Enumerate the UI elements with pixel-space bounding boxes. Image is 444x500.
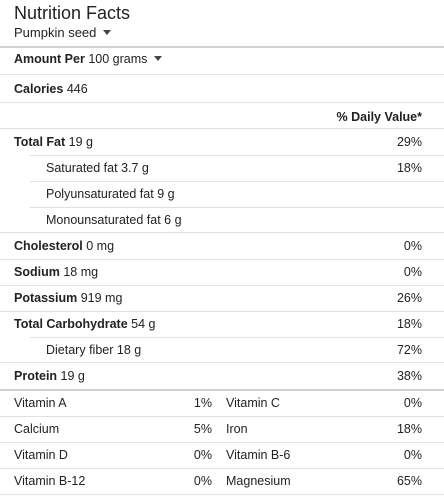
chevron-down-icon — [103, 30, 112, 35]
nutrient-row-monounsaturated-fat: Monounsaturated fat 6 g — [0, 208, 444, 234]
nutrient-row-potassium: Potassium 919 mg 26% — [0, 286, 444, 312]
nutrient-label: Sodium — [14, 265, 60, 279]
vitamin-row: Vitamin B-12 0% Magnesium 65% — [0, 469, 444, 495]
nutrient-pct: 0% — [403, 265, 422, 279]
divider — [0, 442, 444, 443]
calories-value: 446 — [66, 82, 88, 96]
vitamin-label: Vitamin B-12 — [14, 474, 86, 488]
nutrient-amount: 9 g — [157, 187, 175, 201]
nutrient-label: Saturated fat — [46, 161, 118, 175]
divider — [0, 362, 444, 363]
nutrient-row-total-fat: Total Fat 19 g 29% — [0, 130, 444, 156]
divider — [30, 337, 444, 338]
nutrient-amount: 18 mg — [63, 265, 99, 279]
nutrient-amount: 0 mg — [86, 239, 115, 253]
nutrient-row-dietary-fiber: Dietary fiber 18 g 72% — [0, 338, 444, 364]
nutrient-label: Monounsaturated fat — [46, 213, 161, 227]
vitamin-pct: 5% — [193, 422, 212, 436]
divider — [0, 232, 444, 233]
vitamin-pct: 65% — [396, 474, 422, 488]
vitamin-row: Vitamin A 1% Vitamin C 0% — [0, 391, 444, 417]
nutrient-amount: 3.7 g — [121, 161, 149, 175]
nutrient-label: Total Fat — [14, 135, 66, 149]
nutrient-pct: 0% — [403, 239, 422, 253]
nutrient-label: Dietary fiber — [46, 343, 114, 357]
amount-dropdown[interactable]: Amount Per 100 grams — [14, 52, 163, 66]
vitamin-label: Calcium — [14, 422, 60, 436]
food-dropdown-label: Pumpkin seed — [14, 25, 97, 40]
nutrient-row-sodium: Sodium 18 mg 0% — [0, 260, 444, 286]
nutrient-pct: 18% — [396, 161, 422, 175]
nutrient-row-cholesterol: Cholesterol 0 mg 0% — [0, 234, 444, 260]
food-dropdown[interactable]: Pumpkin seed — [14, 25, 112, 40]
divider — [0, 285, 444, 286]
vitamin-label: Vitamin C — [226, 396, 280, 410]
daily-value-header: % Daily Value* — [336, 110, 422, 124]
vitamin-pct: 0% — [193, 474, 212, 488]
nutrient-pct: 18% — [396, 317, 422, 331]
divider — [0, 46, 444, 48]
vitamin-label: Vitamin D — [14, 448, 68, 462]
nutrient-pct: 38% — [396, 369, 422, 383]
divider — [0, 311, 444, 312]
nutrient-amount: 6 g — [164, 213, 182, 227]
nutrient-amount: 19 g — [60, 369, 85, 383]
calories-label: Calories — [14, 82, 64, 96]
nutrient-label: Potassium — [14, 291, 78, 305]
calories-row: Calories 446 — [0, 77, 444, 103]
chevron-down-icon — [154, 56, 163, 61]
nutrient-label: Cholesterol — [14, 239, 83, 253]
divider — [0, 102, 444, 103]
divider — [30, 181, 444, 182]
amount-value: 100 grams — [88, 52, 148, 66]
nutrient-row-polyunsaturated-fat: Polyunsaturated fat 9 g — [0, 182, 444, 208]
amount-label: Amount Per — [14, 52, 85, 66]
vitamin-row: Calcium 5% Iron 18% — [0, 417, 444, 443]
vitamin-label: Magnesium — [226, 474, 291, 488]
vitamin-label: Iron — [226, 422, 248, 436]
vitamin-label: Vitamin A — [14, 396, 67, 410]
divider — [0, 389, 444, 391]
nutrient-row-protein: Protein 19 g 38% — [0, 364, 444, 390]
divider — [30, 207, 444, 208]
vitamin-pct: 0% — [193, 448, 212, 462]
nutrient-amount: 54 g — [131, 317, 156, 331]
nutrient-label: Total Carbohydrate — [14, 317, 128, 331]
nutrient-pct: 26% — [396, 291, 422, 305]
nutrient-row-total-carbohydrate: Total Carbohydrate 54 g 18% — [0, 312, 444, 338]
nutrient-amount: 19 g — [68, 135, 93, 149]
nutrient-amount: 919 mg — [80, 291, 123, 305]
panel-title: Nutrition Facts — [14, 3, 131, 23]
nutrient-row-saturated-fat: Saturated fat 3.7 g 18% — [0, 156, 444, 182]
vitamin-pct: 0% — [403, 396, 422, 410]
vitamin-pct: 0% — [403, 448, 422, 462]
vitamin-label: Vitamin B-6 — [226, 448, 291, 462]
nutrient-label: Protein — [14, 369, 58, 383]
divider — [0, 259, 444, 260]
divider — [0, 494, 444, 495]
nutrient-pct: 29% — [396, 135, 422, 149]
divider — [0, 128, 444, 129]
nutrient-label: Polyunsaturated fat — [46, 187, 154, 201]
divider — [30, 155, 444, 156]
divider — [0, 416, 444, 417]
vitamin-pct: 18% — [396, 422, 422, 436]
vitamin-row: Vitamin D 0% Vitamin B-6 0% — [0, 443, 444, 469]
divider — [0, 468, 444, 469]
amount-row: Amount Per 100 grams — [0, 47, 444, 73]
nutrient-amount: 18 g — [116, 343, 142, 357]
nutrient-pct: 72% — [396, 343, 422, 357]
vitamin-pct: 1% — [193, 396, 212, 410]
divider — [0, 74, 444, 75]
